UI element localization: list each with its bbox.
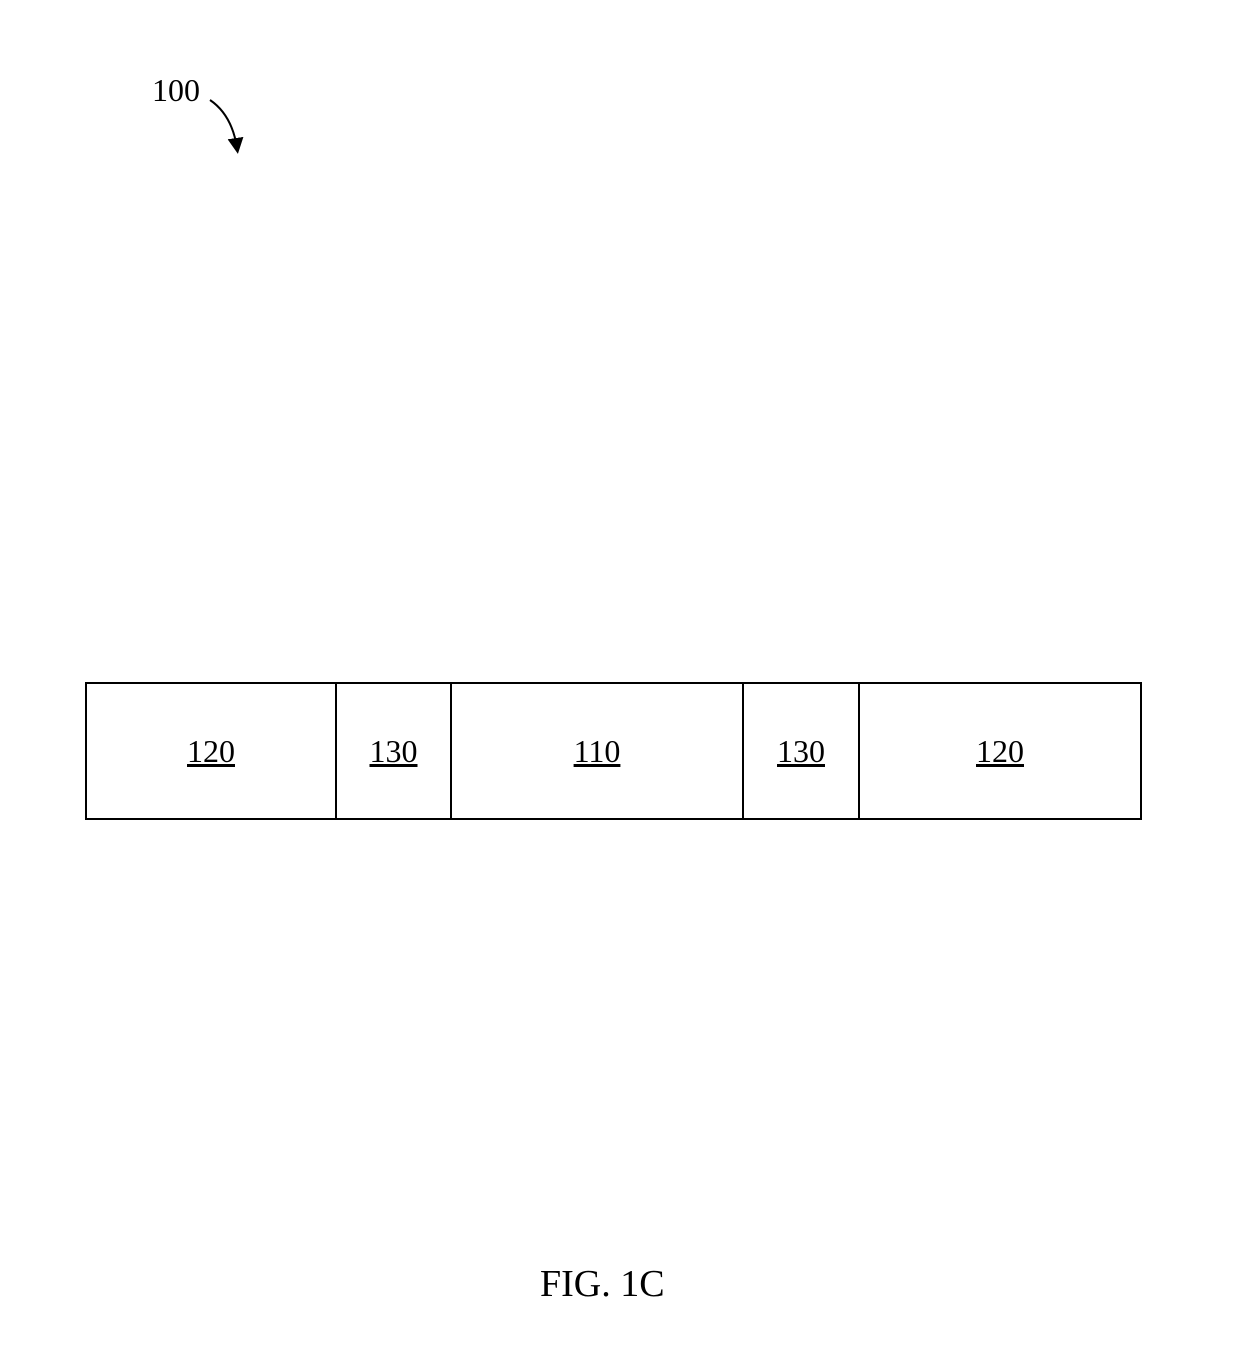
block-label: 120 bbox=[187, 733, 235, 770]
block-130-left: 130 bbox=[337, 684, 452, 818]
block-120-right: 120 bbox=[860, 684, 1140, 818]
block-label: 130 bbox=[777, 733, 825, 770]
block-label: 120 bbox=[976, 733, 1024, 770]
block-row: 120 130 110 130 120 bbox=[85, 682, 1142, 820]
callout-arrow bbox=[0, 0, 1240, 1354]
callout-label: 100 bbox=[152, 72, 200, 109]
block-label: 130 bbox=[370, 733, 418, 770]
arrow-path bbox=[210, 100, 237, 148]
figure-caption: FIG. 1C bbox=[540, 1262, 665, 1306]
block-110-center: 110 bbox=[452, 684, 744, 818]
block-130-right: 130 bbox=[744, 684, 860, 818]
block-120-left: 120 bbox=[87, 684, 337, 818]
block-label: 110 bbox=[574, 733, 621, 770]
